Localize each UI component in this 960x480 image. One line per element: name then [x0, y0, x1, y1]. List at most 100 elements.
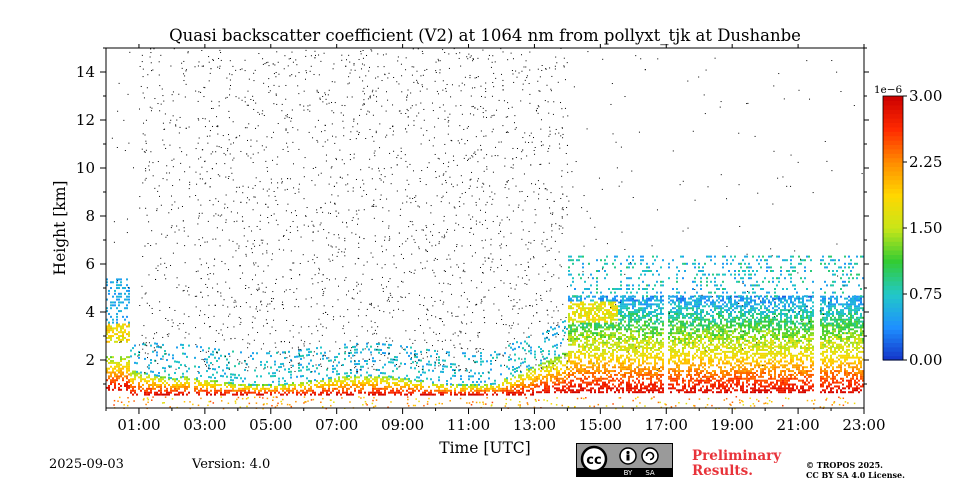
- heatmap-cell: [714, 377, 716, 380]
- heatmap-cell: [672, 385, 674, 388]
- heatmap-cell: [174, 385, 176, 388]
- heatmap-cell: [580, 370, 582, 373]
- heatmap-cell: [520, 342, 522, 345]
- heatmap-cell: [454, 372, 456, 375]
- heatmap-cell: [642, 280, 644, 283]
- heatmap-cell: [620, 387, 622, 390]
- heatmap-cell: [604, 352, 606, 355]
- heatmap-cell: [696, 305, 698, 308]
- heatmap-cell: [212, 385, 214, 388]
- heatmap-cell: [676, 332, 678, 335]
- heatmap-cell: [586, 316, 588, 319]
- heatmap-cell: [752, 307, 754, 310]
- heatmap-cell: [440, 384, 442, 386]
- heatmap-cell: [602, 358, 604, 361]
- heatmap-cell: [694, 368, 696, 371]
- heatmap-cell: [732, 332, 734, 335]
- heatmap-cell: [728, 312, 730, 315]
- heatmap-cell: [178, 387, 180, 390]
- heatmap-cell: [582, 324, 584, 327]
- heatmap-cell: [112, 304, 114, 307]
- heatmap-cell: [532, 366, 534, 369]
- heatmap-cell: [570, 284, 572, 287]
- heatmap-cell: [612, 297, 614, 300]
- heatmap-cell: [590, 307, 592, 310]
- heatmap-cell: [638, 375, 640, 378]
- heatmap-cell: [732, 387, 734, 390]
- heatmap-cell: [706, 280, 708, 283]
- heatmap-cell: [728, 360, 730, 363]
- heatmap-cell: [750, 311, 752, 314]
- heatmap-cell: [610, 358, 612, 361]
- heatmap-cell: [578, 391, 580, 394]
- heatmap-cell: [594, 347, 596, 350]
- heatmap-cell: [614, 343, 616, 346]
- heatmap-cell: [754, 389, 756, 392]
- heatmap-cell: [108, 331, 110, 334]
- heatmap-cell: [572, 262, 574, 265]
- heatmap-cell: [756, 307, 758, 310]
- heatmap-cell: [626, 372, 628, 374]
- heatmap-cell: [648, 284, 650, 287]
- heatmap-cell: [572, 337, 574, 340]
- heatmap-cell: [574, 372, 576, 374]
- heatmap-cell: [752, 312, 754, 315]
- heatmap-cell: [656, 291, 658, 294]
- heatmap-cell: [186, 370, 188, 373]
- heatmap-cell: [716, 330, 718, 333]
- heatmap-cell: [556, 377, 558, 380]
- heatmap-cell: [718, 295, 720, 298]
- heatmap-cell: [756, 326, 758, 329]
- heatmap-cell: [698, 356, 700, 359]
- heatmap-cell: [710, 339, 712, 342]
- heatmap-cell: [200, 346, 202, 349]
- heatmap-cell: [414, 350, 416, 353]
- heatmap-cell: [618, 301, 620, 304]
- heatmap-cell: [660, 297, 662, 300]
- heatmap-cell: [706, 303, 708, 306]
- heatmap-cell: [572, 368, 574, 371]
- heatmap-cell: [434, 364, 436, 367]
- heatmap-cell: [674, 377, 676, 380]
- heatmap-cell: [756, 362, 758, 365]
- heatmap-cell: [640, 368, 642, 371]
- heatmap-cell: [116, 318, 118, 321]
- heatmap-cell: [160, 380, 162, 383]
- heatmap-cell: [532, 387, 534, 390]
- heatmap-cell: [656, 255, 658, 258]
- heatmap-cell: [430, 355, 432, 358]
- heatmap-cell: [696, 337, 698, 340]
- heatmap-cell: [708, 360, 710, 363]
- heatmap-cell: [702, 326, 704, 329]
- heatmap-cell: [510, 387, 512, 390]
- heatmap-cell: [612, 339, 614, 342]
- heatmap-cell: [316, 347, 318, 350]
- heatmap-cell: [754, 301, 756, 304]
- heatmap-cell: [696, 373, 698, 376]
- heatmap-cell: [642, 375, 644, 378]
- heatmap-cell: [742, 368, 744, 371]
- heatmap-cell: [624, 320, 626, 323]
- heatmap-cell: [338, 376, 340, 379]
- heatmap-cell: [114, 379, 116, 382]
- heatmap-cell: [614, 336, 616, 338]
- heatmap-cell: [736, 307, 738, 310]
- heatmap-cell: [206, 384, 208, 386]
- heatmap-cell: [598, 370, 600, 373]
- heatmap-cell: [658, 273, 660, 276]
- heatmap-cell: [730, 297, 732, 300]
- heatmap-cell: [214, 356, 216, 359]
- heatmap-cell: [716, 305, 718, 308]
- heatmap-cell: [690, 364, 692, 367]
- heatmap-cell: [704, 354, 706, 357]
- heatmap-cell: [582, 373, 584, 376]
- heatmap-cell: [640, 309, 642, 312]
- heatmap-cell: [652, 255, 654, 258]
- heatmap-cell: [706, 387, 708, 390]
- heatmap-cell: [576, 295, 578, 298]
- heatmap-cell: [158, 371, 160, 374]
- heatmap-cell: [722, 314, 724, 317]
- heatmap-cell: [296, 375, 298, 378]
- heatmap-cell: [710, 332, 712, 335]
- heatmap-cell: [596, 356, 598, 359]
